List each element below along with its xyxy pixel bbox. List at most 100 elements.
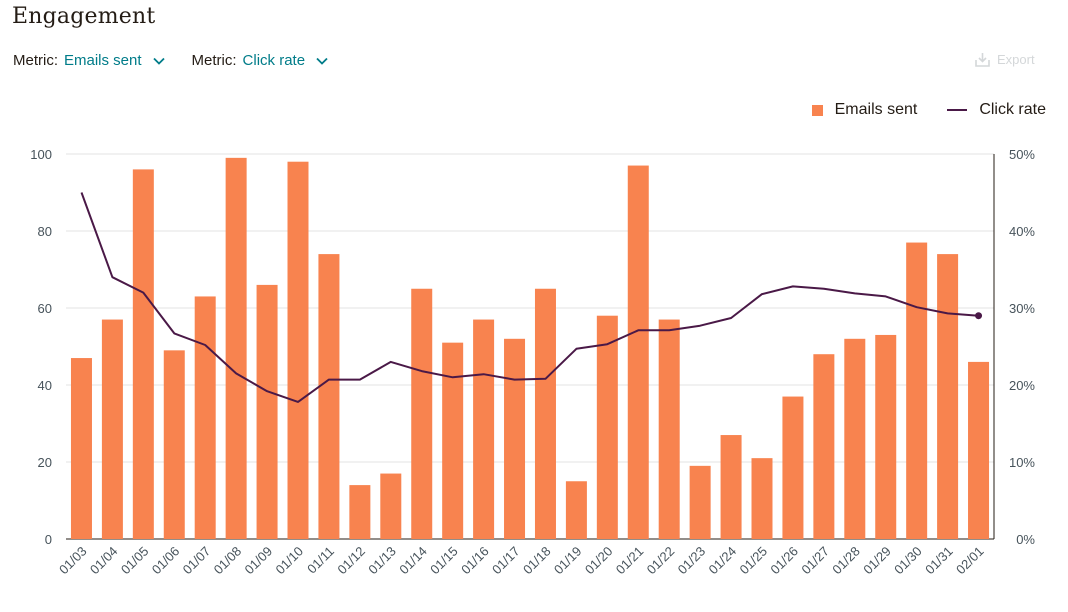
x-axis: 01/0301/0401/0501/0601/0701/0801/0901/10… xyxy=(56,544,987,578)
y-left-tick-label: 100 xyxy=(30,147,52,162)
bar-01-31[interactable] xyxy=(937,254,959,539)
metric-filter-label: Metric: xyxy=(191,52,237,69)
x-tick-label: 01/19 xyxy=(551,544,585,578)
y-left-tick-label: 60 xyxy=(38,301,52,316)
bar-01-15[interactable] xyxy=(442,342,464,539)
bar-01-17[interactable] xyxy=(504,338,526,539)
y-right-tick-label: 10% xyxy=(1009,455,1035,470)
legend-line-swatch xyxy=(947,109,968,111)
x-tick-label: 01/05 xyxy=(118,544,152,578)
bar-01-28[interactable] xyxy=(844,338,866,539)
x-tick-label: 01/14 xyxy=(396,544,430,578)
bar-01-25[interactable] xyxy=(751,458,773,539)
bar-01-06[interactable] xyxy=(163,350,185,539)
y-left-tick-label: 40 xyxy=(38,378,52,393)
y-right-tick-label: 40% xyxy=(1009,224,1035,239)
x-tick-label: 01/20 xyxy=(582,544,616,578)
x-tick-label: 01/22 xyxy=(644,544,678,578)
x-tick-label: 01/28 xyxy=(829,544,863,578)
legend-label-click-rate: Click rate xyxy=(979,101,1046,118)
y-left-tick-label: 80 xyxy=(38,224,52,239)
bar-01-08[interactable] xyxy=(225,157,247,539)
bar-01-05[interactable] xyxy=(132,169,154,539)
x-tick-label: 01/11 xyxy=(304,544,337,577)
x-tick-label: 01/18 xyxy=(520,544,554,578)
metric-filter-click-rate[interactable]: Metric: Click rate xyxy=(192,52,330,69)
bar-01-24[interactable] xyxy=(720,435,742,539)
bar-01-29[interactable] xyxy=(875,334,897,539)
chevron-down-icon[interactable] xyxy=(152,54,166,68)
y-axis-left: 0 20 40 60 80 100 xyxy=(30,147,52,547)
x-tick-label: 01/07 xyxy=(180,544,214,578)
bar-01-18[interactable] xyxy=(534,288,556,539)
metric-filter-label: Metric: xyxy=(13,52,58,69)
bar-01-12[interactable] xyxy=(349,485,371,539)
export-icon xyxy=(975,53,990,67)
bar-01-11[interactable] xyxy=(318,254,340,539)
bar-01-20[interactable] xyxy=(596,315,618,539)
x-tick-label: 01/29 xyxy=(860,544,894,578)
export-button[interactable]: Export xyxy=(974,51,1035,68)
x-tick-label: 01/10 xyxy=(273,544,307,578)
y-left-tick-label: 0 xyxy=(45,532,52,547)
x-tick-label: 01/08 xyxy=(211,544,245,578)
x-tick-label: 01/13 xyxy=(365,544,399,578)
x-tick-label: 01/09 xyxy=(242,544,276,578)
x-tick-label: 01/21 xyxy=(613,544,647,578)
bar-01-09[interactable] xyxy=(256,284,278,539)
x-tick-label: 02/01 xyxy=(953,544,987,578)
metric-filters: Metric: Emails sent Metric: Click rate xyxy=(13,52,329,69)
x-tick-label: 01/06 xyxy=(149,544,183,578)
legend-item-click-rate[interactable]: Click rate xyxy=(947,101,1046,119)
y-right-tick-label: 20% xyxy=(1009,378,1035,393)
x-tick-label: 01/31 xyxy=(922,544,956,578)
click-rate-line[interactable] xyxy=(80,192,979,403)
metric-filter-emails[interactable]: Metric: Emails sent xyxy=(13,52,166,69)
x-tick-label: 01/23 xyxy=(675,544,709,578)
bar-01-16[interactable] xyxy=(473,319,495,539)
x-tick-label: 01/26 xyxy=(767,544,801,578)
chart-gridlines xyxy=(66,153,994,540)
bar-01-22[interactable] xyxy=(658,319,680,539)
bar-01-19[interactable] xyxy=(565,481,587,539)
bar-01-30[interactable] xyxy=(906,242,928,540)
bar-01-27[interactable] xyxy=(813,354,835,539)
y-right-tick-label: 0% xyxy=(1016,532,1035,547)
bar-01-04[interactable] xyxy=(101,319,123,539)
bar-01-10[interactable] xyxy=(287,161,309,539)
metric-filter-value[interactable]: Emails sent xyxy=(64,52,142,69)
y-axis-right: 0% 10% 20% 30% 40% 50% xyxy=(993,147,1035,547)
chart-legend: Emails sent Click rate xyxy=(811,101,1046,119)
bar-01-26[interactable] xyxy=(782,396,804,539)
x-tick-label: 01/24 xyxy=(706,544,740,578)
click-rate-end-point[interactable] xyxy=(975,312,983,320)
bar-01-23[interactable] xyxy=(689,465,711,539)
bar-01-21[interactable] xyxy=(627,165,649,540)
x-tick-label: 01/03 xyxy=(56,544,90,578)
page-title: Engagement xyxy=(12,4,156,29)
bar-01-14[interactable] xyxy=(411,288,433,539)
legend-bar-swatch xyxy=(811,104,823,116)
x-tick-label: 01/16 xyxy=(458,544,492,578)
y-left-tick-label: 20 xyxy=(38,455,52,470)
x-tick-label: 01/27 xyxy=(798,544,832,578)
y-right-tick-label: 50% xyxy=(1009,147,1035,162)
export-label: Export xyxy=(997,52,1035,67)
bar-01-07[interactable] xyxy=(194,296,216,539)
line-series-click-rate xyxy=(80,192,983,403)
bar-02-01[interactable] xyxy=(968,361,990,539)
x-tick-label: 01/15 xyxy=(427,544,461,578)
bar-01-13[interactable] xyxy=(380,473,402,539)
x-tick-label: 01/17 xyxy=(489,544,523,578)
x-tick-label: 01/25 xyxy=(737,544,771,578)
chevron-down-icon[interactable] xyxy=(315,54,329,68)
legend-label-emails-sent: Emails sent xyxy=(834,101,918,118)
bar-01-03[interactable] xyxy=(70,358,92,539)
x-tick-label: 01/04 xyxy=(87,544,121,578)
y-right-tick-label: 30% xyxy=(1009,301,1035,316)
x-tick-label: 01/12 xyxy=(334,544,368,578)
metric-filter-value[interactable]: Click rate xyxy=(242,52,306,69)
legend-item-emails-sent[interactable]: Emails sent xyxy=(811,101,918,119)
bar-series-emails-sent xyxy=(70,157,990,540)
